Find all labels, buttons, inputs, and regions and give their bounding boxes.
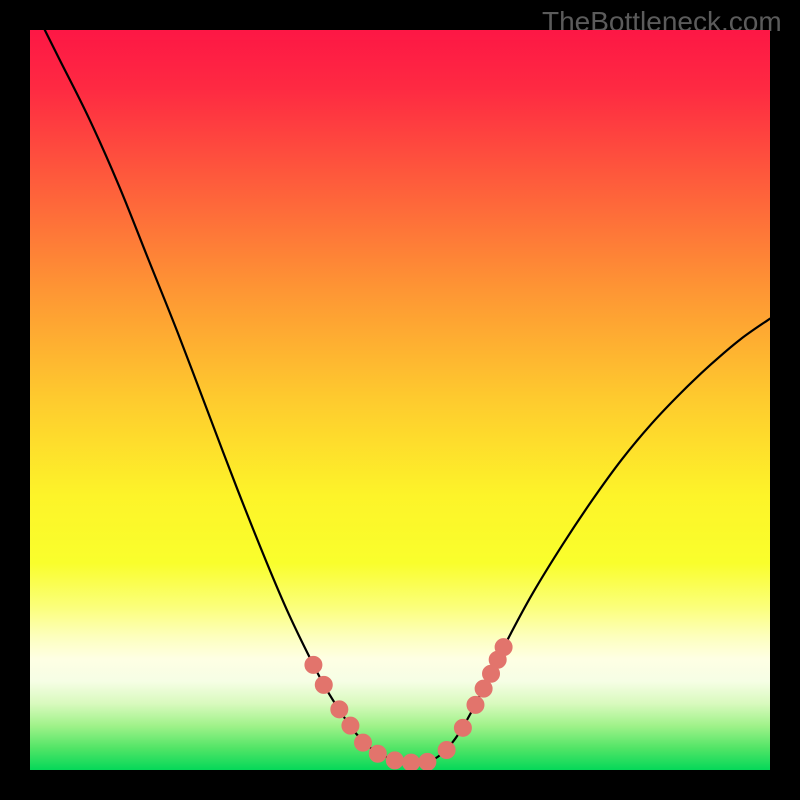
marker-point	[403, 754, 420, 770]
chart-container: TheBottleneck.com	[0, 0, 800, 800]
plot-area	[30, 30, 770, 770]
marker-point	[495, 639, 512, 656]
gradient-background	[30, 30, 770, 770]
marker-point	[467, 696, 484, 713]
marker-point	[369, 745, 386, 762]
marker-point	[331, 701, 348, 718]
marker-point	[386, 752, 403, 769]
marker-point	[355, 734, 372, 751]
marker-point	[454, 719, 471, 736]
marker-point	[305, 656, 322, 673]
marker-point	[315, 676, 332, 693]
marker-point	[342, 717, 359, 734]
marker-point	[419, 753, 436, 770]
marker-point	[438, 742, 455, 759]
